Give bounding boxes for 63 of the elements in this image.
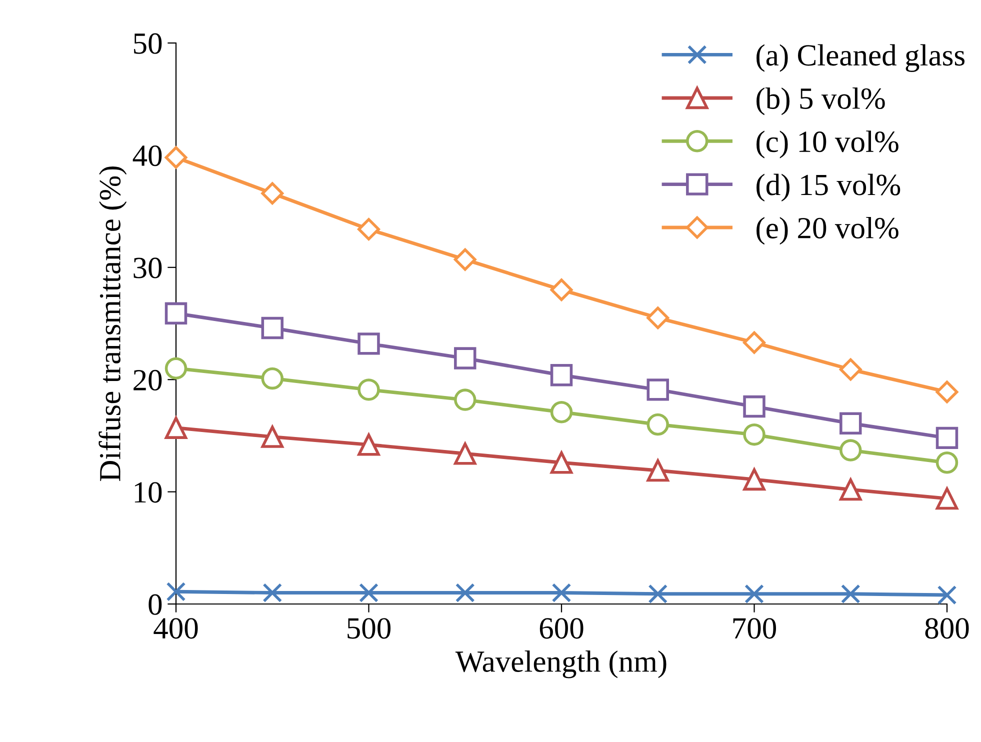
point [936, 426, 958, 450]
point [454, 442, 476, 465]
x-axis-title: Wavelength (nm) [455, 650, 666, 678]
point [936, 380, 958, 404]
legend-label: (d) 15 vol% [756, 174, 900, 202]
point [261, 367, 284, 390]
y-tick-label: 50 [134, 33, 162, 54]
y-tick-label: 10 [134, 482, 162, 503]
x-tick-label: 700 [733, 618, 776, 639]
point [164, 357, 188, 380]
point [164, 146, 188, 169]
point [261, 316, 284, 340]
legend-label: (b) 5 vol% [756, 87, 885, 116]
point [455, 583, 475, 603]
legend-label: (c) 10 vol% [756, 130, 898, 158]
point [454, 248, 476, 271]
point [550, 364, 573, 386]
y-tick-label: 20 [134, 370, 162, 390]
point [646, 413, 669, 436]
y-tick-label: 0 [148, 594, 162, 615]
point [358, 218, 380, 240]
point [648, 584, 668, 604]
x-tick-label: 600 [540, 618, 584, 639]
point [743, 331, 766, 354]
point [743, 395, 766, 418]
point [936, 452, 958, 474]
y-tick-label: 40 [132, 145, 162, 166]
point [166, 582, 186, 602]
point [743, 423, 766, 446]
point [744, 584, 764, 604]
point [937, 585, 957, 605]
point [454, 388, 476, 411]
point [262, 583, 282, 603]
point [646, 378, 669, 401]
y-tick-label: 30 [134, 258, 162, 278]
point [840, 439, 862, 462]
x-tick-label: 800 [925, 618, 969, 639]
point [550, 278, 573, 302]
point [646, 459, 669, 482]
point [358, 434, 380, 456]
point [646, 306, 670, 330]
point [840, 412, 862, 434]
point [743, 468, 766, 491]
legend-label: (a) Cleaned glass [756, 44, 964, 72]
legend-label: (e) 20 vol% [756, 216, 898, 245]
point [550, 452, 573, 474]
point [261, 426, 284, 448]
point [454, 347, 476, 370]
point [936, 487, 958, 510]
point [550, 401, 573, 424]
point [359, 583, 378, 603]
point [552, 583, 572, 603]
point [164, 302, 188, 325]
y-axis-title: Diffuse transmittance (%) [98, 166, 127, 482]
x-tick-label: 400 [154, 618, 198, 639]
point [164, 416, 188, 439]
point [840, 478, 862, 501]
point [840, 584, 860, 604]
point [358, 332, 380, 355]
x-tick-label: 500 [348, 618, 390, 639]
point [839, 358, 862, 381]
point [358, 378, 380, 401]
point [261, 182, 284, 205]
